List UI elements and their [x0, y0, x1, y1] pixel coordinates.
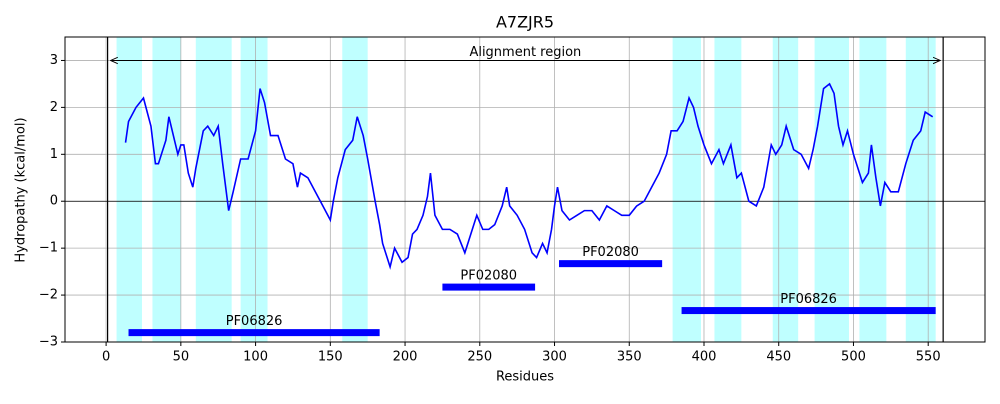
domain-label: PF06826	[226, 314, 283, 329]
y-tick-label: −1	[39, 241, 58, 256]
domain-label: PF02080	[582, 245, 639, 260]
shaded-region	[152, 37, 181, 342]
y-tick-label: 2	[50, 100, 58, 115]
x-tick-label: 100	[243, 350, 268, 365]
shaded-region	[672, 37, 702, 342]
y-tick-label: 3	[50, 53, 58, 68]
shaded-region	[772, 37, 799, 342]
y-tick-label: 0	[50, 194, 58, 209]
domain-bar	[681, 307, 936, 315]
y-tick-label: −2	[39, 288, 58, 303]
axes-frame	[64, 36, 986, 343]
x-tick-label: 0	[102, 350, 110, 365]
x-tick-label: 50	[173, 350, 190, 365]
x-axis-label: Residues	[496, 370, 554, 385]
y-tick-label: −3	[39, 335, 58, 350]
x-tick-label: 250	[467, 350, 492, 365]
y-axis-label: Hydropathy (kcal/mol)	[14, 117, 29, 262]
shaded-region	[859, 37, 887, 342]
x-tick-label: 500	[841, 350, 866, 365]
domain-bar	[559, 260, 663, 268]
shaded-region	[240, 37, 268, 342]
domain-bar	[128, 329, 380, 337]
shaded-region	[116, 37, 142, 342]
x-tick-label: 350	[617, 350, 642, 365]
hydropathy-line	[124, 82, 934, 270]
shaded-region	[905, 37, 936, 342]
annotation-text: Alignment region	[469, 45, 581, 60]
x-tick-label: 450	[766, 350, 791, 365]
plot-area	[65, 37, 985, 342]
shaded-region	[342, 37, 368, 342]
x-tick-label: 550	[916, 350, 941, 365]
x-tick-label: 300	[542, 350, 567, 365]
domain-bar	[442, 283, 536, 291]
domain-label: PF06826	[780, 292, 837, 307]
domain-label: PF02080	[460, 269, 517, 284]
y-tick-label: 1	[50, 147, 58, 162]
x-tick-label: 150	[318, 350, 343, 365]
chart-title: A7ZJR5	[496, 13, 554, 32]
x-tick-label: 400	[692, 350, 717, 365]
shaded-region	[714, 37, 742, 342]
x-tick-label: 200	[393, 350, 418, 365]
